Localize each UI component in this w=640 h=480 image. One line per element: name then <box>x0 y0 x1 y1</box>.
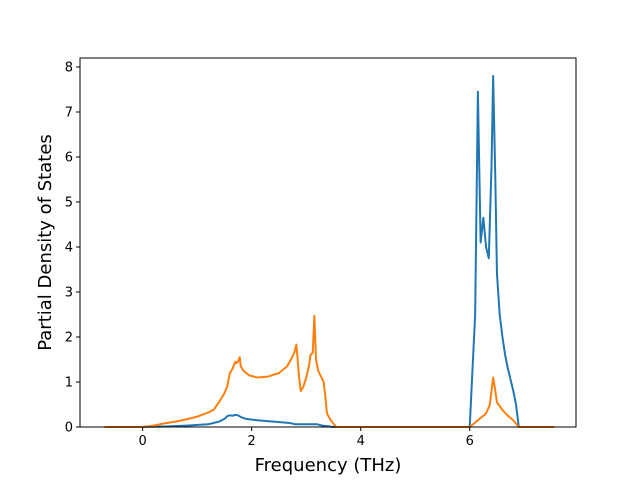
y-tick-label: 2 <box>65 331 73 346</box>
x-axis-ticks: 0 2 4 6 <box>139 427 474 449</box>
y-tick-label: 6 <box>65 151 73 166</box>
x-tick-label: 4 <box>357 434 365 449</box>
y-tick-label: 8 <box>65 61 73 76</box>
series-layer <box>104 75 555 428</box>
x-tick-label: 2 <box>248 434 256 449</box>
y-tick-label: 5 <box>65 196 73 211</box>
series-line-2 <box>104 314 555 428</box>
x-tick-label: 0 <box>139 434 147 449</box>
x-tick-label: 6 <box>466 434 474 449</box>
series-line-1 <box>104 75 552 428</box>
y-axis-label: Partial Density of States <box>35 134 56 351</box>
y-tick-label: 3 <box>65 286 73 301</box>
y-axis-ticks: 0 1 2 3 4 5 6 7 8 <box>65 61 80 436</box>
y-tick-label: 7 <box>65 106 73 121</box>
y-tick-label: 1 <box>65 376 73 391</box>
plot-frame <box>79 57 577 428</box>
y-tick-label: 4 <box>65 241 73 256</box>
x-axis-label: Frequency (THz) <box>255 455 402 476</box>
y-tick-label: 0 <box>65 421 73 436</box>
